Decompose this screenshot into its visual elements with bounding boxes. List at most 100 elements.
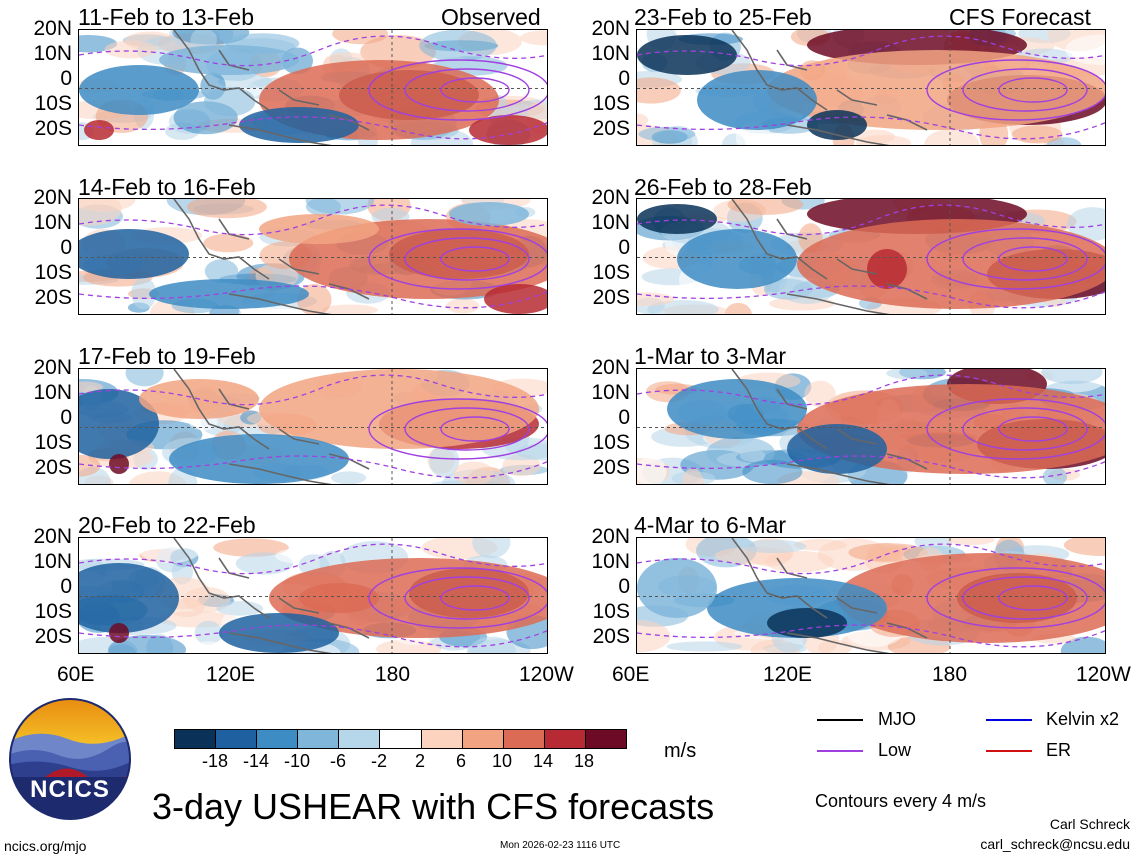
low-contour-negative <box>637 374 1105 479</box>
observed-label: Observed <box>441 4 541 30</box>
author: Carl Schreck <box>1049 816 1130 832</box>
low-contour <box>440 585 510 611</box>
field-patch <box>104 40 157 59</box>
colorbar <box>174 729 627 749</box>
low-contour-negative <box>637 35 1105 140</box>
field-patch <box>204 86 256 117</box>
coastline <box>173 30 370 145</box>
ncics-logo: NCICS <box>8 697 132 821</box>
lat-label-right-1-3: 10S <box>592 92 630 115</box>
lat-label-left-3-2: 0 <box>60 406 72 429</box>
field-patch <box>194 620 223 645</box>
lat-label-right-1-4: 20S <box>592 117 630 140</box>
lat-label-left-1-3: 10S <box>34 92 72 115</box>
field-patch <box>79 381 104 393</box>
heatmap-field-1 <box>79 30 547 145</box>
heatmap-field-3 <box>79 369 547 484</box>
field-patch <box>740 449 766 462</box>
field-patch <box>724 302 752 314</box>
low-contour <box>998 416 1068 442</box>
lat-label-right-2-4: 20S <box>592 286 630 309</box>
coastline <box>731 30 928 145</box>
legend-kelvin-line <box>986 719 1032 721</box>
field-patch <box>131 277 157 310</box>
colorbar-tick-2: -10 <box>283 751 310 771</box>
lat-label-left-3-3: 10S <box>34 431 72 454</box>
field-patch <box>637 456 667 484</box>
lat-label-right-1-0: 20N <box>591 17 630 40</box>
field-anomaly <box>299 583 379 613</box>
coastline <box>731 369 928 484</box>
low-contour-negative <box>637 543 1105 648</box>
lat-label-left-2-4: 20S <box>34 286 72 309</box>
map-panel-3 <box>78 368 548 485</box>
lon-label-left-60e: 60E <box>57 663 95 686</box>
low-contour <box>368 228 547 290</box>
field-anomaly <box>787 424 887 474</box>
lon-label-left-120w: 120W <box>519 663 574 686</box>
lat-label-left-1-1: 10N <box>33 42 72 65</box>
contour-note: Contours every 4 m/s <box>815 791 987 811</box>
lat-label-right-3-3: 10S <box>592 431 630 454</box>
lat-label-left-2-1: 10N <box>33 211 72 234</box>
low-contour <box>962 68 1088 112</box>
lat-label-left-4-3: 10S <box>34 600 72 623</box>
lat-label-right-4-2: 0 <box>618 575 630 598</box>
field-patch <box>1065 34 1105 65</box>
field-anomaly <box>697 70 817 130</box>
lat-label-left-4-0: 20N <box>33 525 72 548</box>
field-anomaly <box>867 249 907 289</box>
colorbar-tick-8: 14 <box>532 751 554 771</box>
coastline <box>731 199 928 314</box>
forecast-label: CFS Forecast <box>949 4 1091 30</box>
field-patch <box>727 199 804 215</box>
legend-low-line <box>817 750 863 752</box>
panel-title-3: 17-Feb to 19-Feb <box>78 343 256 369</box>
lat-label-right-3-4: 20S <box>592 456 630 479</box>
lon-label-left-120e: 120E <box>206 663 256 686</box>
coastline <box>731 538 928 653</box>
field-patch <box>1042 466 1067 484</box>
lat-label-left-1-0: 20N <box>33 17 72 40</box>
timestamp: Mon 2026-02-23 1116 UTC <box>500 840 621 851</box>
field-patch <box>331 471 367 484</box>
lat-label-right-3-2: 0 <box>618 406 630 429</box>
field-patch <box>322 304 378 314</box>
field-patch <box>666 641 743 652</box>
colorbar-swatch-3 <box>297 730 339 748</box>
low-contour <box>440 77 510 103</box>
low-contour-negative <box>637 204 1105 309</box>
low-contour <box>998 77 1068 103</box>
map-panel-5 <box>636 29 1106 146</box>
panel-title-1: 11-Feb to 13-Feb <box>78 4 255 30</box>
email: carl_schreck@ncsu.edu <box>980 836 1130 852</box>
field-anomaly <box>259 369 539 449</box>
field-anomaly <box>79 389 159 459</box>
low-contour <box>962 576 1088 620</box>
field-patch <box>855 129 895 144</box>
panel-title-2: 14-Feb to 16-Feb <box>78 174 256 200</box>
field-patch <box>472 538 511 559</box>
map-panel-8 <box>636 537 1106 654</box>
coastline <box>173 538 370 653</box>
heatmap-field-6 <box>637 199 1105 314</box>
panel-title-4: 20-Feb to 22-Feb <box>78 512 256 538</box>
heatmap-field-2 <box>79 199 547 314</box>
lat-label-right-2-2: 0 <box>618 236 630 259</box>
field-anomaly <box>837 553 1105 643</box>
panel-title-8: 4-Mar to 6-Mar <box>634 512 787 538</box>
panel-title-5: 23-Feb to 25-Feb <box>634 4 812 30</box>
coastline <box>173 199 370 314</box>
colorbar-swatch-7 <box>461 730 503 748</box>
website: ncics.org/mjo <box>4 838 87 854</box>
field-patch <box>305 199 375 215</box>
lon-label-right-120e: 120E <box>763 663 813 686</box>
field-patch <box>520 30 547 46</box>
field-anomaly <box>109 454 129 474</box>
field-patch <box>637 77 681 104</box>
field-patch <box>108 635 186 653</box>
colorbar-swatch-0 <box>175 730 216 748</box>
colorbar-swatch-2 <box>256 730 298 748</box>
lat-label-left-1-2: 0 <box>60 67 72 90</box>
field-patch <box>1066 207 1105 241</box>
